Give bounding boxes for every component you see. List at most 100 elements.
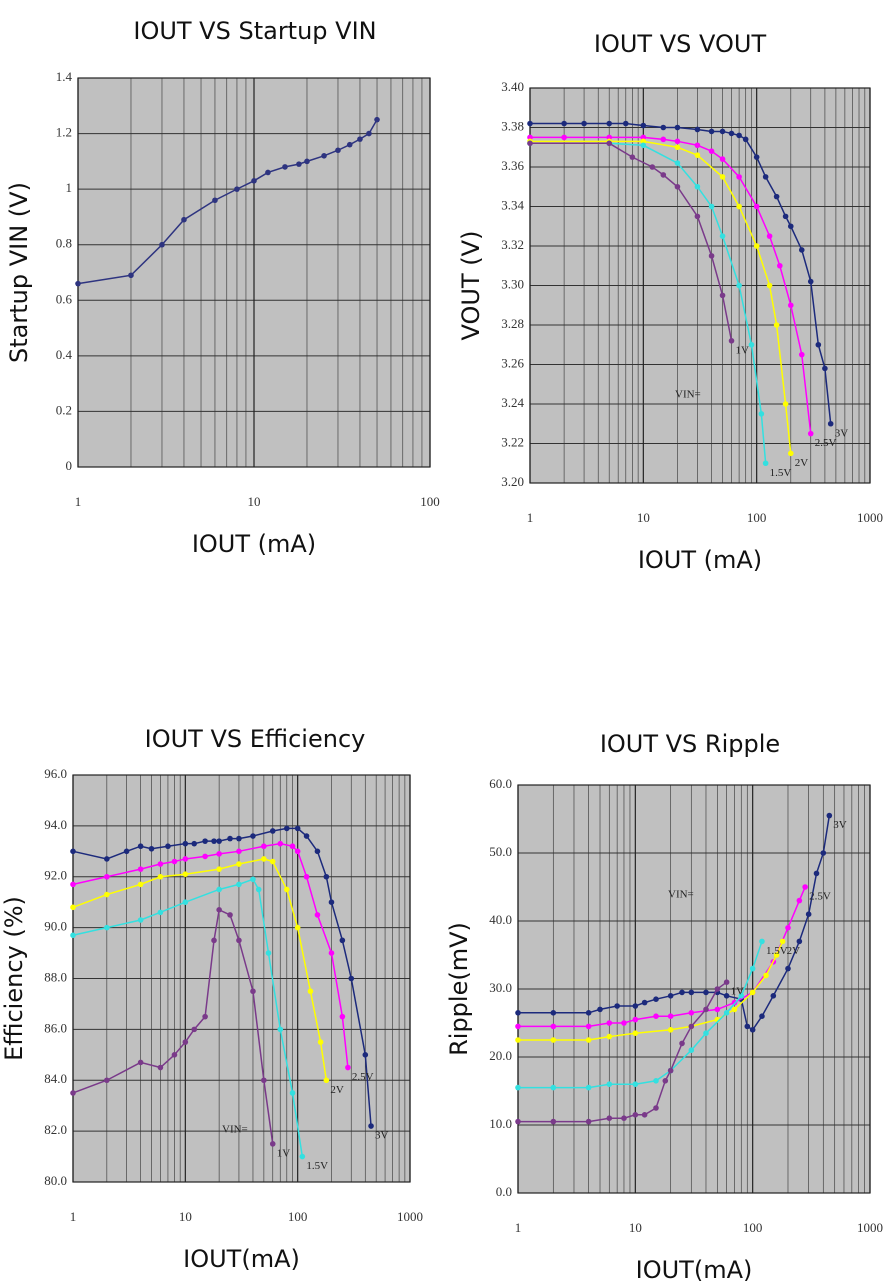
data-point	[606, 140, 613, 147]
data-point	[137, 866, 144, 872]
data-point	[744, 1023, 751, 1030]
data-point	[723, 1010, 730, 1016]
data-point	[798, 351, 805, 358]
data-point	[688, 1023, 695, 1030]
data-point	[736, 174, 742, 180]
data-point	[629, 154, 636, 160]
x-tick-label: 10	[179, 1209, 192, 1224]
series-label: 2V	[787, 945, 801, 957]
data-point	[171, 858, 178, 865]
data-point	[714, 1006, 721, 1013]
series-label: 2V	[795, 457, 809, 469]
data-point	[216, 886, 222, 893]
data-point	[269, 858, 276, 865]
data-point	[283, 886, 290, 893]
y-tick-label: 96.0	[44, 766, 67, 781]
series-label: 1V	[736, 344, 750, 356]
data-point	[123, 848, 130, 855]
data-point	[303, 873, 310, 880]
data-point	[826, 812, 833, 819]
data-point	[294, 848, 301, 855]
y-tick-label: 3.22	[501, 434, 524, 449]
data-point	[323, 873, 330, 880]
data-point	[148, 845, 155, 852]
x-tick-label: 1000	[857, 510, 883, 525]
x-axis-label: IOUT (mA)	[638, 546, 762, 574]
data-point	[762, 460, 769, 467]
data-point	[694, 142, 701, 149]
data-point	[75, 280, 81, 287]
data-point	[550, 1037, 557, 1043]
y-tick-label: 88.0	[44, 969, 67, 984]
y-tick-label: 3.20	[501, 474, 524, 489]
y-tick-label: 0.8	[56, 236, 72, 251]
series-label: 2.5V	[809, 891, 831, 903]
data-point	[202, 838, 208, 844]
data-point	[660, 124, 667, 131]
series-line	[530, 136, 812, 434]
data-point	[674, 183, 681, 190]
data-point	[515, 1084, 521, 1091]
data-point	[157, 1064, 164, 1071]
data-point	[723, 979, 730, 985]
data-point	[782, 401, 789, 407]
data-point	[314, 848, 321, 855]
data-point	[703, 1030, 709, 1036]
series-label: 2V	[330, 1084, 344, 1096]
x-axis-label: IOUT(mA)	[183, 1245, 300, 1273]
data-point	[815, 341, 822, 348]
data-point	[779, 938, 786, 945]
y-tick-label: 20.0	[489, 1048, 512, 1063]
data-point	[688, 1010, 695, 1016]
chart: 0 0.2 0.4 0.6 0.8 1 1.2 1.4 1 10 100 IOUT VS Startu…	[5, 17, 440, 558]
data-point	[277, 840, 284, 847]
x-tick-label: 100	[420, 494, 440, 509]
data-point	[753, 203, 760, 210]
data-point	[104, 924, 110, 931]
data-point	[265, 169, 271, 176]
data-point	[649, 164, 656, 170]
data-point	[182, 840, 189, 847]
plot-border	[77, 77, 431, 468]
y-tick-label: 30.0	[489, 980, 512, 995]
data-point	[708, 148, 715, 154]
data-point	[182, 1039, 189, 1045]
x-tick-label: 1	[527, 510, 534, 525]
y-tick-label: 0.2	[56, 402, 72, 417]
data-point	[759, 938, 765, 945]
data-point	[236, 937, 242, 944]
data-point	[317, 1039, 324, 1045]
x-tick-label: 100	[747, 510, 767, 525]
data-point	[667, 1027, 674, 1033]
data-point	[159, 241, 165, 248]
data-point	[753, 243, 760, 249]
x-axis-label: IOUT (mA)	[192, 530, 316, 558]
data-point	[585, 1037, 592, 1043]
series-label: 1.5V	[766, 945, 788, 957]
x-tick-label: 10	[637, 510, 650, 525]
y-tick-label: 3.40	[501, 79, 524, 94]
data-point	[70, 1090, 76, 1096]
data-point	[641, 999, 648, 1006]
y-tick-label: 1	[66, 180, 73, 195]
data-point	[770, 993, 777, 999]
data-point	[157, 861, 164, 867]
data-point	[632, 1030, 639, 1036]
data-point	[104, 1077, 110, 1084]
data-point	[632, 1112, 639, 1118]
y-axis-label: Ripple(mV)	[445, 922, 473, 1056]
data-point	[137, 1059, 144, 1066]
data-point	[674, 138, 681, 145]
data-point	[216, 851, 222, 857]
data-point	[339, 937, 346, 944]
data-point	[674, 160, 681, 166]
data-point	[660, 136, 667, 143]
data-point	[614, 1003, 620, 1009]
series-label: 1V	[277, 1147, 291, 1159]
data-point	[708, 128, 715, 135]
data-point	[561, 134, 567, 141]
data-point	[632, 1003, 639, 1009]
data-point	[585, 1023, 592, 1030]
data-point	[585, 1010, 592, 1016]
